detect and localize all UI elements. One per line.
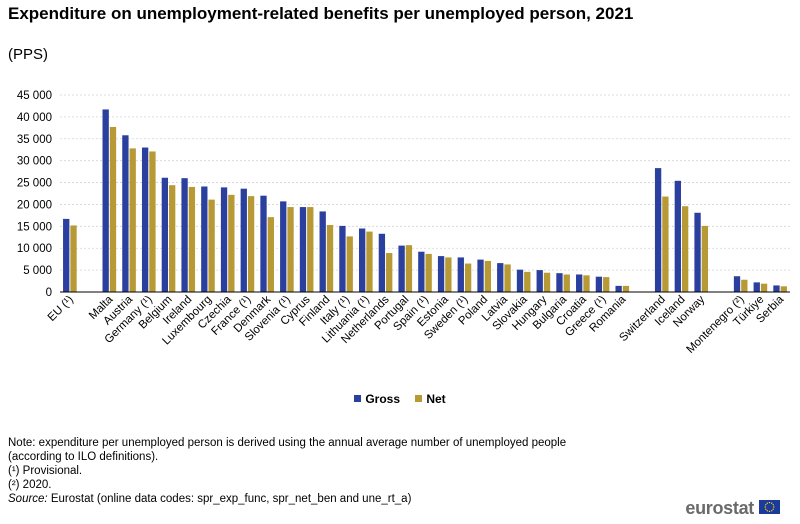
source-label: Source:	[8, 493, 48, 505]
legend-label-net: Net	[426, 392, 446, 406]
bar-net	[208, 199, 215, 292]
bar-net	[386, 253, 393, 292]
bar-gross	[595, 276, 603, 292]
bar-net	[129, 148, 136, 292]
bar-gross	[497, 263, 504, 292]
bar-gross	[161, 177, 169, 292]
bar-chart: 0 5 000 10 000 15 000 20 000 25 000 30 000 35 0…	[17, 90, 790, 356]
bar-net	[563, 274, 570, 292]
bar-gross	[437, 256, 445, 292]
bar-gross	[457, 257, 464, 292]
bar-gross	[280, 201, 287, 292]
bar-net	[70, 225, 77, 292]
bar-gross	[576, 274, 583, 292]
bar-net	[169, 185, 176, 292]
note-2020: (²) 2020.	[8, 479, 52, 491]
bar-gross	[102, 109, 109, 292]
bar-net	[622, 285, 630, 292]
bar-net	[188, 186, 196, 292]
bar-net	[780, 286, 787, 292]
bar-net	[524, 271, 531, 292]
bar-net	[543, 272, 551, 292]
y-tick-label: 0	[46, 287, 52, 299]
bar-gross	[141, 147, 149, 292]
bar-gross	[694, 212, 701, 292]
y-tick-label: 10 000	[17, 243, 52, 255]
eu-flag-icon	[759, 500, 780, 514]
bar-net	[603, 277, 610, 292]
y-tick-label: 20 000	[17, 199, 52, 211]
bar-gross	[773, 285, 780, 292]
chart-notes: Note: expenditure per unemployed person …	[8, 436, 608, 506]
bar-gross	[201, 186, 208, 292]
bar-gross	[220, 187, 228, 292]
bar-gross	[477, 259, 484, 292]
bar-net	[445, 257, 452, 292]
bar-gross	[339, 225, 346, 292]
bar-net	[267, 217, 274, 292]
bar-net	[741, 279, 748, 292]
bar-gross	[378, 233, 386, 292]
bar-gross	[733, 276, 741, 292]
bar-net	[307, 207, 314, 292]
y-tick-label: 15 000	[17, 221, 52, 233]
legend-item-net: Net	[415, 392, 446, 406]
bar-gross	[556, 273, 563, 292]
bar-net	[425, 253, 432, 292]
bar-gross	[358, 228, 366, 292]
bar-gross	[418, 251, 425, 292]
bar-gross	[319, 211, 326, 292]
chart-title: Expenditure on unemployment-related bene…	[8, 4, 634, 23]
bar-gross	[240, 188, 247, 292]
bar-net	[405, 245, 413, 292]
note-provisional: (¹) Provisional.	[8, 465, 83, 477]
bar-gross	[615, 285, 622, 292]
source-text: Eurostat (online data codes: spr_exp_fun…	[47, 493, 412, 505]
note-definition: Note: expenditure per unemployed person …	[8, 437, 567, 463]
bar-net	[701, 225, 709, 292]
bar-net	[681, 206, 689, 292]
bar-gross	[122, 135, 129, 292]
y-tick-label: 5 000	[23, 265, 52, 277]
bar-net	[662, 196, 669, 292]
bar-gross	[260, 195, 267, 292]
bar-net	[287, 207, 294, 292]
y-tick-label: 30 000	[17, 156, 52, 168]
bar-net	[247, 196, 255, 292]
bar-net	[583, 275, 590, 292]
bar-gross	[398, 245, 405, 292]
legend-swatch-net	[415, 395, 423, 402]
bar-net	[109, 126, 117, 292]
chart-legend: Gross Net	[0, 392, 800, 406]
bar-net	[346, 236, 353, 292]
bar-gross	[654, 168, 662, 292]
bar-net	[228, 194, 235, 292]
legend-item-gross: Gross	[354, 392, 400, 406]
eurostat-logo: eurostat	[685, 498, 754, 518]
y-tick-label: 25 000	[17, 178, 52, 190]
chart-subtitle: (PPS)	[8, 46, 49, 63]
bar-net	[464, 263, 472, 292]
bar-gross	[753, 282, 760, 292]
legend-label-gross: Gross	[365, 392, 400, 406]
legend-swatch-gross	[354, 395, 362, 402]
bar-net	[504, 264, 511, 292]
bar-net	[149, 151, 156, 292]
bar-net	[366, 231, 373, 292]
bar-gross	[516, 269, 524, 292]
bar-net	[760, 283, 768, 292]
bar-gross	[536, 270, 543, 292]
y-tick-label: 40 000	[17, 112, 52, 124]
source-line: Source: Eurostat (online data codes: spr…	[8, 492, 608, 506]
bar-gross	[63, 218, 70, 292]
y-tick-label: 45 000	[17, 90, 52, 102]
bar-gross	[181, 178, 188, 292]
y-tick-label: 35 000	[17, 134, 52, 146]
bar-gross	[299, 207, 307, 292]
bar-gross	[674, 180, 681, 292]
bar-net	[484, 260, 492, 292]
bar-net	[326, 225, 334, 292]
